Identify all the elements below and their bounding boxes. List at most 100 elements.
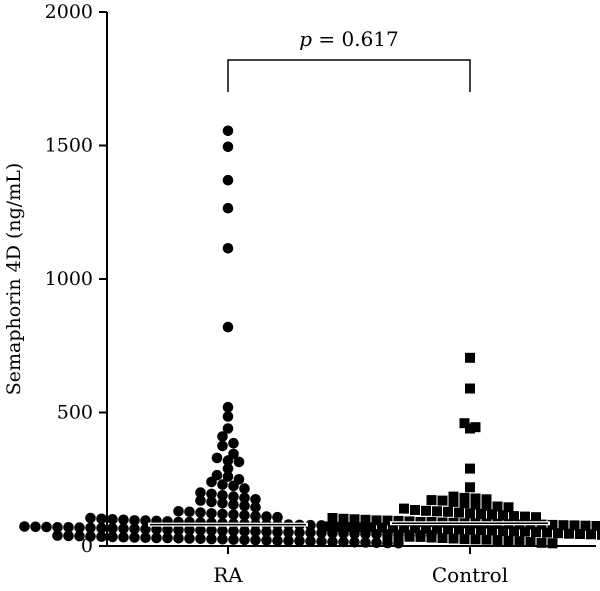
data-point xyxy=(536,537,547,548)
data-point xyxy=(382,515,393,526)
data-point xyxy=(206,508,217,519)
data-point xyxy=(470,534,481,545)
median-lines xyxy=(148,521,550,527)
data-point xyxy=(173,506,184,517)
data-point xyxy=(162,532,173,544)
data-point xyxy=(239,483,250,494)
data-point xyxy=(96,522,107,534)
p-value-annotation: p = 0.617 xyxy=(299,27,399,51)
data-point xyxy=(228,491,239,502)
data-point xyxy=(399,523,409,534)
data-point xyxy=(118,523,129,534)
x-ticks: RA Control xyxy=(213,546,508,587)
data-point xyxy=(481,500,492,511)
data-point xyxy=(222,125,234,137)
data-point xyxy=(514,536,525,547)
data-point xyxy=(509,526,519,537)
data-point xyxy=(228,534,239,545)
data-point xyxy=(443,506,453,517)
data-point xyxy=(85,512,96,524)
bracket-line xyxy=(227,59,471,93)
data-point xyxy=(222,141,234,153)
data-point xyxy=(459,492,470,503)
data-point xyxy=(520,526,530,537)
data-point xyxy=(228,509,239,520)
data-point xyxy=(222,455,234,466)
data-point xyxy=(283,535,294,546)
data-point xyxy=(547,538,558,549)
data-point xyxy=(222,401,234,413)
data-point xyxy=(162,524,173,535)
y-tick-label: 500 xyxy=(57,402,93,424)
y-tick-label: 1500 xyxy=(45,135,93,157)
data-point xyxy=(558,520,569,531)
data-point xyxy=(454,524,464,535)
data-point xyxy=(228,480,239,492)
data-point xyxy=(239,510,250,521)
data-point xyxy=(217,534,228,545)
data-point xyxy=(437,533,448,543)
data-point xyxy=(261,511,272,522)
data-point xyxy=(470,499,481,510)
data-point xyxy=(195,533,206,545)
data-point xyxy=(129,532,140,543)
data-point xyxy=(41,521,52,533)
data-point xyxy=(184,533,195,544)
data-point xyxy=(393,531,404,542)
data-point xyxy=(217,508,228,520)
data-point xyxy=(465,383,475,394)
data-point xyxy=(222,243,234,254)
data-point xyxy=(327,513,338,523)
data-point xyxy=(520,511,530,522)
data-point xyxy=(421,505,431,516)
data-point xyxy=(233,456,245,468)
data-point xyxy=(85,522,96,534)
data-point xyxy=(63,522,74,533)
data-point xyxy=(360,537,371,548)
data-point xyxy=(195,487,206,498)
data-point xyxy=(107,531,118,543)
data-point xyxy=(239,492,250,504)
data-point xyxy=(222,202,234,214)
category-label: Control xyxy=(432,563,508,587)
data-point xyxy=(322,521,332,532)
data-point xyxy=(531,527,541,538)
data-point xyxy=(217,490,228,501)
data-point xyxy=(305,519,316,531)
data-point xyxy=(151,532,162,544)
data-point xyxy=(476,509,486,519)
data-point xyxy=(349,514,360,525)
data-point xyxy=(437,495,448,506)
data-point xyxy=(564,528,574,539)
data-point xyxy=(30,521,41,533)
data-point xyxy=(211,452,223,464)
data-point xyxy=(305,527,316,538)
data-point xyxy=(206,476,217,488)
data-point xyxy=(206,488,217,500)
data-point xyxy=(217,498,228,509)
data-point xyxy=(492,501,503,512)
data-point xyxy=(206,496,217,508)
data-point xyxy=(261,535,272,546)
data-point xyxy=(476,525,486,535)
data-point xyxy=(173,533,184,544)
data-point xyxy=(107,523,118,534)
data-point xyxy=(52,530,63,541)
data-point xyxy=(228,499,239,510)
data-point xyxy=(206,533,217,545)
data-point xyxy=(465,524,475,535)
data-point xyxy=(377,522,387,533)
data-point xyxy=(426,495,437,506)
data-point xyxy=(96,513,107,525)
data-point xyxy=(195,524,206,536)
data-point xyxy=(184,506,195,518)
series-control xyxy=(322,352,600,549)
data-point xyxy=(465,423,475,434)
data-point xyxy=(140,532,151,543)
data-point xyxy=(393,515,404,526)
data-point xyxy=(355,522,365,533)
data-point xyxy=(272,535,283,546)
y-tick-label: 1000 xyxy=(45,268,93,290)
data-point xyxy=(454,507,464,518)
data-point xyxy=(404,531,415,542)
